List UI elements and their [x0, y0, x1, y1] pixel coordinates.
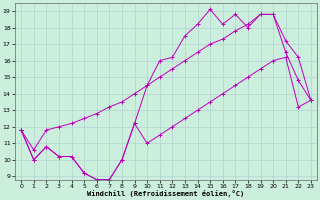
X-axis label: Windchill (Refroidissement éolien,°C): Windchill (Refroidissement éolien,°C)	[87, 190, 245, 197]
